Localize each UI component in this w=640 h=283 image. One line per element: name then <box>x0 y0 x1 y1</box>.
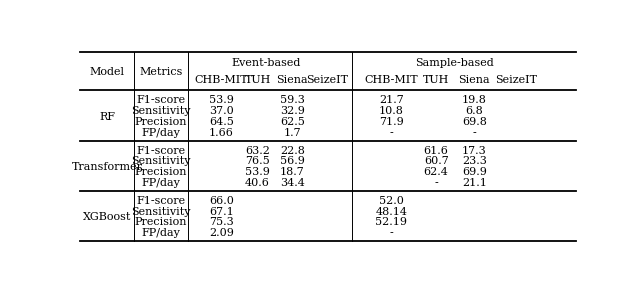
Text: Sensitivity: Sensitivity <box>131 106 191 116</box>
Text: Precision: Precision <box>134 217 187 228</box>
Text: SeizeIT: SeizeIT <box>495 75 538 85</box>
Text: 23.3: 23.3 <box>462 156 487 166</box>
Text: 71.9: 71.9 <box>379 117 404 127</box>
Text: 1.7: 1.7 <box>284 128 301 138</box>
Text: SeizeIT: SeizeIT <box>306 75 348 85</box>
Text: 17.3: 17.3 <box>462 145 486 156</box>
Text: 63.2: 63.2 <box>245 145 270 156</box>
Text: 2.09: 2.09 <box>209 228 234 238</box>
Text: Event-based: Event-based <box>231 58 301 68</box>
Text: 64.5: 64.5 <box>209 117 234 127</box>
Text: 61.6: 61.6 <box>424 145 449 156</box>
Text: 40.6: 40.6 <box>245 178 270 188</box>
Text: -: - <box>472 128 476 138</box>
Text: 32.9: 32.9 <box>280 106 305 116</box>
Text: TUH: TUH <box>244 75 271 85</box>
Text: 6.8: 6.8 <box>465 106 483 116</box>
Text: 21.7: 21.7 <box>379 95 404 106</box>
Text: 56.9: 56.9 <box>280 156 305 166</box>
Text: Siena: Siena <box>276 75 308 85</box>
Text: XGBoost: XGBoost <box>83 212 131 222</box>
Text: 62.4: 62.4 <box>424 167 449 177</box>
Text: 10.8: 10.8 <box>379 106 404 116</box>
Text: 67.1: 67.1 <box>209 207 234 216</box>
Text: RF: RF <box>99 112 115 122</box>
Text: Sensitivity: Sensitivity <box>131 156 191 166</box>
Text: FP/day: FP/day <box>141 178 180 188</box>
Text: CHB-MIT: CHB-MIT <box>195 75 248 85</box>
Text: 69.8: 69.8 <box>462 117 487 127</box>
Text: 19.8: 19.8 <box>462 95 487 106</box>
Text: Precision: Precision <box>134 117 187 127</box>
Text: Sample-based: Sample-based <box>415 58 494 68</box>
Text: 69.9: 69.9 <box>462 167 487 177</box>
Text: 75.3: 75.3 <box>209 217 234 228</box>
Text: F1-score: F1-score <box>136 145 186 156</box>
Text: CHB-MIT: CHB-MIT <box>365 75 419 85</box>
Text: 34.4: 34.4 <box>280 178 305 188</box>
Text: Siena: Siena <box>458 75 490 85</box>
Text: Model: Model <box>90 67 125 76</box>
Text: Sensitivity: Sensitivity <box>131 207 191 216</box>
Text: 60.7: 60.7 <box>424 156 449 166</box>
Text: 76.5: 76.5 <box>245 156 270 166</box>
Text: Metrics: Metrics <box>139 67 182 76</box>
Text: 37.0: 37.0 <box>209 106 234 116</box>
Text: -: - <box>435 178 438 188</box>
Text: 22.8: 22.8 <box>280 145 305 156</box>
Text: FP/day: FP/day <box>141 228 180 238</box>
Text: 21.1: 21.1 <box>462 178 487 188</box>
Text: 18.7: 18.7 <box>280 167 305 177</box>
Text: TUH: TUH <box>423 75 449 85</box>
Text: -: - <box>390 228 394 238</box>
Text: F1-score: F1-score <box>136 196 186 206</box>
Text: 1.66: 1.66 <box>209 128 234 138</box>
Text: F1-score: F1-score <box>136 95 186 106</box>
Text: 52.19: 52.19 <box>376 217 408 228</box>
Text: 48.14: 48.14 <box>376 207 408 216</box>
Text: Transformer: Transformer <box>72 162 143 172</box>
Text: 52.0: 52.0 <box>379 196 404 206</box>
Text: -: - <box>390 128 394 138</box>
Text: 53.9: 53.9 <box>209 95 234 106</box>
Text: 66.0: 66.0 <box>209 196 234 206</box>
Text: FP/day: FP/day <box>141 128 180 138</box>
Text: 53.9: 53.9 <box>245 167 270 177</box>
Text: 62.5: 62.5 <box>280 117 305 127</box>
Text: Precision: Precision <box>134 167 187 177</box>
Text: 59.3: 59.3 <box>280 95 305 106</box>
